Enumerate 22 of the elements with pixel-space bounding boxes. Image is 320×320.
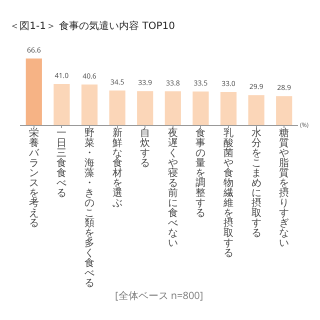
bar xyxy=(26,58,42,125)
bar xyxy=(137,91,154,125)
category-label: 野菜・海藻・きのこ類を多く食べる xyxy=(84,128,94,289)
chart-title: ＜図1-1＞ 食事の気遣い内容 TOP10 xyxy=(10,20,176,32)
bar xyxy=(81,84,98,125)
bar xyxy=(192,92,209,125)
category-label: 水分をこまめに摂取する xyxy=(251,128,262,239)
bar xyxy=(54,84,70,125)
category-label: 糖質や脂質を摂りすぎない xyxy=(279,128,290,249)
bar xyxy=(248,95,264,125)
bar xyxy=(109,90,126,125)
x-tick-label: 自炊する xyxy=(140,128,150,169)
category-label: 乳酸菌や食物繊維を摂取する xyxy=(224,128,234,259)
text: [全体ベース n=800] xyxy=(115,288,204,302)
bar xyxy=(220,92,237,125)
bar xyxy=(276,96,292,125)
category-label: 栄養バランスを考える xyxy=(28,128,39,229)
bar xyxy=(164,91,181,125)
category-label: 夜遅くや寝る前に食べない xyxy=(168,128,178,249)
x-tick-label: 新鮮な食材を選ぶ xyxy=(112,128,122,209)
x-tick-label: 一日三食食べる xyxy=(56,128,67,199)
category-label: 食事の量を調整する xyxy=(196,128,206,219)
